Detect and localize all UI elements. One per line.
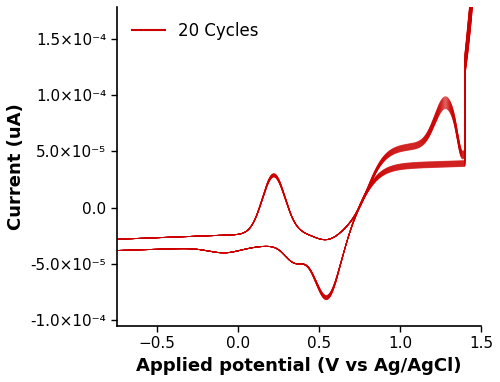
Y-axis label: Current (uA): Current (uA) [7, 103, 25, 230]
Legend: 20 Cycles: 20 Cycles [125, 15, 266, 47]
X-axis label: Applied potential (V vs Ag/AgCl): Applied potential (V vs Ag/AgCl) [136, 357, 462, 375]
